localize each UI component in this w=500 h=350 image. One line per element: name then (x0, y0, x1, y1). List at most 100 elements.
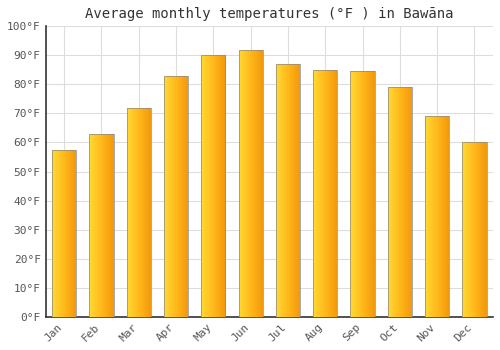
Title: Average monthly temperatures (°F ) in Bawāna: Average monthly temperatures (°F ) in Ba… (85, 7, 454, 21)
Bar (248, 49, 249, 317)
Bar (466, 142, 467, 317)
Bar (329, 70, 330, 317)
Bar (366, 71, 367, 317)
Bar (215, 55, 216, 317)
Bar (464, 142, 466, 317)
Bar (362, 71, 363, 317)
Bar (130, 108, 131, 317)
Bar (218, 55, 219, 317)
Bar (58, 150, 59, 317)
Bar (286, 64, 287, 317)
Bar (68, 150, 69, 317)
Bar (399, 87, 400, 317)
Bar (445, 116, 446, 317)
Bar (219, 55, 220, 317)
Bar (216, 55, 217, 317)
Bar (208, 55, 209, 317)
Bar (319, 70, 320, 317)
Bar (390, 87, 391, 317)
Bar (168, 76, 169, 317)
Bar (67, 150, 68, 317)
Bar (182, 76, 184, 317)
Bar (277, 64, 278, 317)
Bar (442, 116, 444, 317)
Bar (482, 142, 483, 317)
Bar (174, 76, 175, 317)
Bar (291, 64, 292, 317)
Bar (369, 71, 370, 317)
Bar (71, 150, 72, 317)
Bar (425, 116, 449, 317)
Bar (246, 49, 247, 317)
Bar (484, 142, 485, 317)
Bar (360, 71, 361, 317)
Bar (182, 76, 183, 317)
Bar (150, 108, 151, 317)
Bar (93, 134, 94, 317)
Bar (242, 49, 243, 317)
Bar (446, 116, 447, 317)
Bar (222, 55, 223, 317)
Bar (212, 55, 213, 317)
Bar (173, 76, 174, 317)
Bar (253, 49, 254, 317)
Bar (223, 55, 224, 317)
Bar (164, 76, 188, 317)
Bar (280, 64, 281, 317)
Bar (371, 71, 372, 317)
Bar (128, 108, 129, 317)
Bar (447, 116, 448, 317)
Bar (330, 70, 332, 317)
Bar (99, 134, 100, 317)
Bar (90, 134, 92, 317)
Bar (261, 49, 262, 317)
Bar (69, 150, 70, 317)
Bar (433, 116, 434, 317)
Bar (365, 71, 366, 317)
Bar (440, 116, 441, 317)
Bar (364, 71, 365, 317)
Bar (388, 87, 412, 317)
Bar (63, 150, 64, 317)
Bar (280, 64, 281, 317)
Bar (126, 108, 128, 317)
Bar (54, 150, 55, 317)
Bar (140, 108, 141, 317)
Bar (61, 150, 62, 317)
Bar (129, 108, 130, 317)
Bar (317, 70, 318, 317)
Bar (397, 87, 398, 317)
Bar (408, 87, 409, 317)
Bar (396, 87, 397, 317)
Bar (187, 76, 188, 317)
Bar (327, 70, 328, 317)
Bar (98, 134, 99, 317)
Bar (406, 87, 407, 317)
Bar (353, 71, 354, 317)
Bar (279, 64, 280, 317)
Bar (441, 116, 442, 317)
Bar (167, 76, 168, 317)
Bar (186, 76, 187, 317)
Bar (351, 71, 352, 317)
Bar (429, 116, 430, 317)
Bar (326, 70, 327, 317)
Bar (144, 108, 145, 317)
Bar (389, 87, 390, 317)
Bar (432, 116, 433, 317)
Bar (52, 150, 76, 317)
Bar (172, 76, 173, 317)
Bar (315, 70, 316, 317)
Bar (134, 108, 135, 317)
Bar (102, 134, 104, 317)
Bar (181, 76, 182, 317)
Bar (56, 150, 57, 317)
Bar (213, 55, 214, 317)
Bar (55, 150, 56, 317)
Bar (477, 142, 478, 317)
Bar (293, 64, 294, 317)
Bar (394, 87, 395, 317)
Bar (350, 71, 351, 317)
Bar (241, 49, 242, 317)
Bar (292, 64, 293, 317)
